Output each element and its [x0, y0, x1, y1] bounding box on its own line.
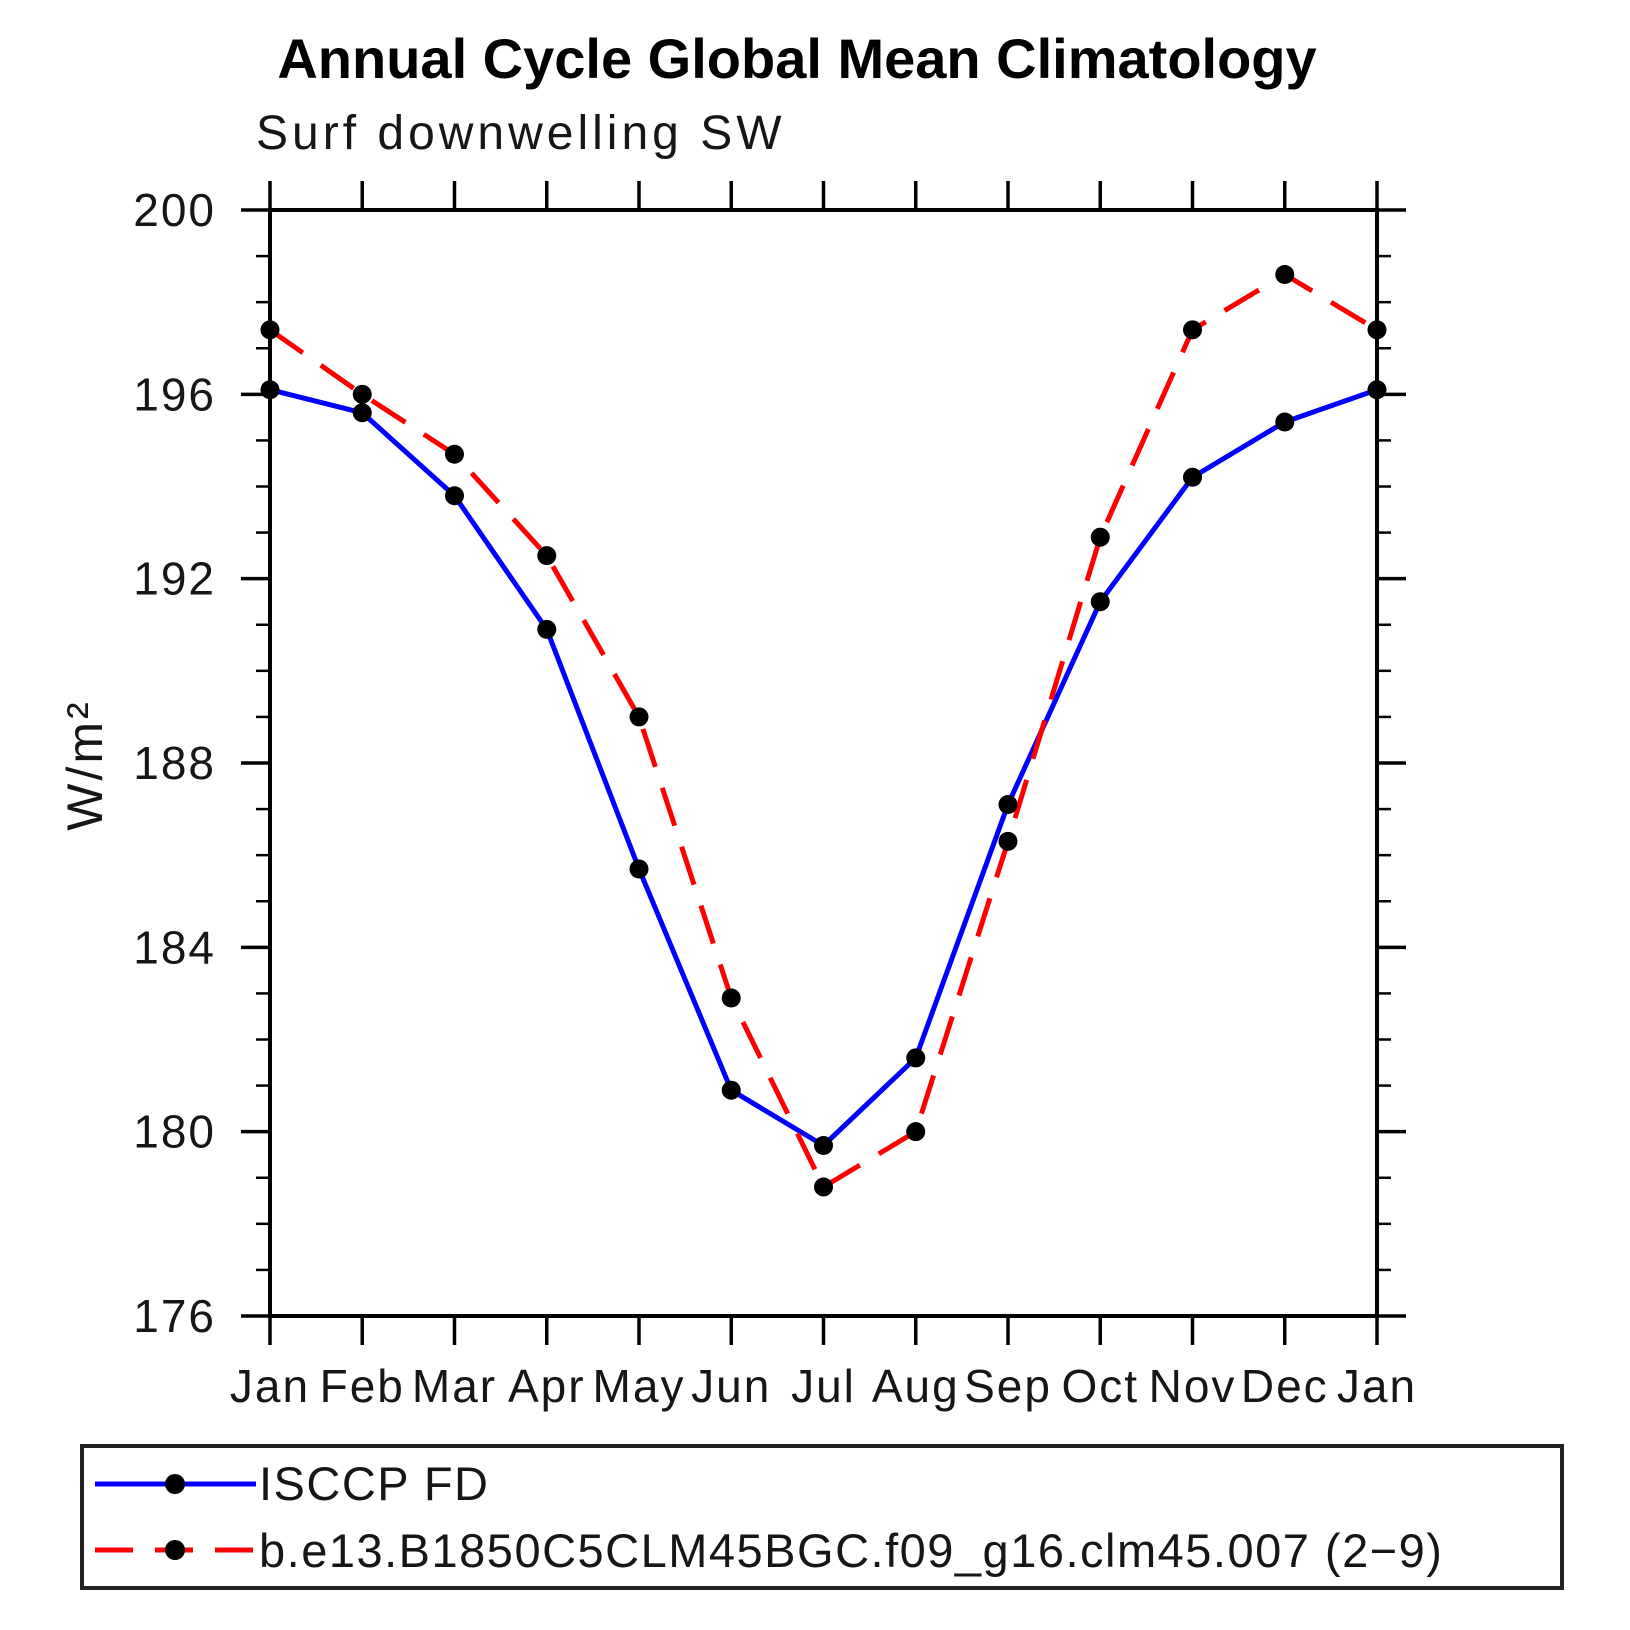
data-point-marker-s1: [814, 1177, 833, 1197]
legend-line-sample-solid: [95, 1473, 256, 1494]
data-point-marker-s1: [1090, 527, 1110, 547]
x-tick-label: Dec: [1241, 1360, 1329, 1412]
legend-box: ISCCP FD b.e13.B1850C5CLM45BGC.f09_g16.c…: [80, 1444, 1564, 1590]
series-line-0: [269, 387, 1378, 1148]
legend-item-model: b.e13.B1850C5CLM45BGC.f09_g16.clm45.007 …: [93, 1519, 1560, 1581]
series-line-1: [268, 272, 1379, 1190]
x-tick-label: Jul: [791, 1360, 856, 1412]
data-point-marker-s0: [1275, 412, 1295, 432]
x-tick-label: Jan: [1337, 1360, 1417, 1412]
data-point-marker-s1: [1367, 320, 1387, 340]
data-point-marker-s0: [260, 380, 280, 400]
data-point-marker-s0: [537, 619, 557, 639]
data-point-marker-s1: [352, 384, 372, 404]
data-point-marker-s0: [629, 859, 649, 879]
x-tick-label: Jun: [691, 1360, 771, 1412]
data-point-marker-s0: [1090, 592, 1110, 612]
y-tick-label: 184: [133, 921, 216, 973]
x-tick-label: Nov: [1149, 1360, 1237, 1412]
data-point-marker-s1: [998, 831, 1018, 851]
legend-item-obs: ISCCP FD: [93, 1453, 1560, 1515]
x-tick-label: Mar: [412, 1360, 497, 1412]
y-tick-label: 192: [133, 553, 216, 605]
data-point-marker-s0: [998, 794, 1018, 814]
legend-line-sample-dashed: [95, 1540, 256, 1561]
x-tick-label: Aug: [872, 1360, 960, 1412]
x-tick-label: Jan: [230, 1360, 310, 1412]
legend-label-model: b.e13.B1850C5CLM45BGC.f09_g16.clm45.007 …: [259, 1523, 1444, 1577]
data-point-marker-s1: [1275, 265, 1295, 285]
data-point-marker-s1: [629, 707, 649, 727]
x-tick-label: May: [593, 1360, 686, 1412]
chart-subtitle: Surf downwelling SW: [256, 107, 786, 160]
data-point-marker-s0: [721, 1080, 741, 1100]
x-tick-label: Sep: [964, 1360, 1052, 1412]
data-point-marker-s1: [721, 988, 741, 1008]
y-tick-label: 188: [133, 737, 216, 789]
data-point-marker-s0: [445, 486, 464, 506]
y-tick-label: 180: [133, 1106, 216, 1158]
data-point-marker-s1: [1183, 320, 1202, 340]
y-tick-label: 196: [133, 368, 216, 420]
y-tick-label: 200: [133, 184, 216, 236]
y-tick-label: 176: [133, 1290, 216, 1342]
data-point-marker-s0: [352, 403, 372, 423]
x-tick-label: Feb: [320, 1360, 405, 1412]
x-tick-label: Oct: [1061, 1360, 1139, 1412]
chart-title: Annual Cycle Global Mean Climatology: [277, 27, 1317, 90]
data-point-marker-s1: [445, 444, 464, 464]
x-tick-label: Apr: [508, 1360, 586, 1412]
data-point-marker-s0: [1367, 380, 1387, 400]
data-point-marker-s1: [906, 1122, 926, 1142]
legend-sample-marker: [165, 1540, 185, 1561]
data-point-marker-s0: [906, 1048, 926, 1068]
data-point-marker-s0: [1183, 467, 1202, 487]
data-point-marker-s1: [260, 320, 280, 340]
legend-label-obs: ISCCP FD: [259, 1457, 490, 1511]
legend-sample-marker: [165, 1473, 185, 1494]
data-point-marker-s0: [814, 1135, 833, 1155]
data-point-marker-s1: [537, 546, 557, 566]
